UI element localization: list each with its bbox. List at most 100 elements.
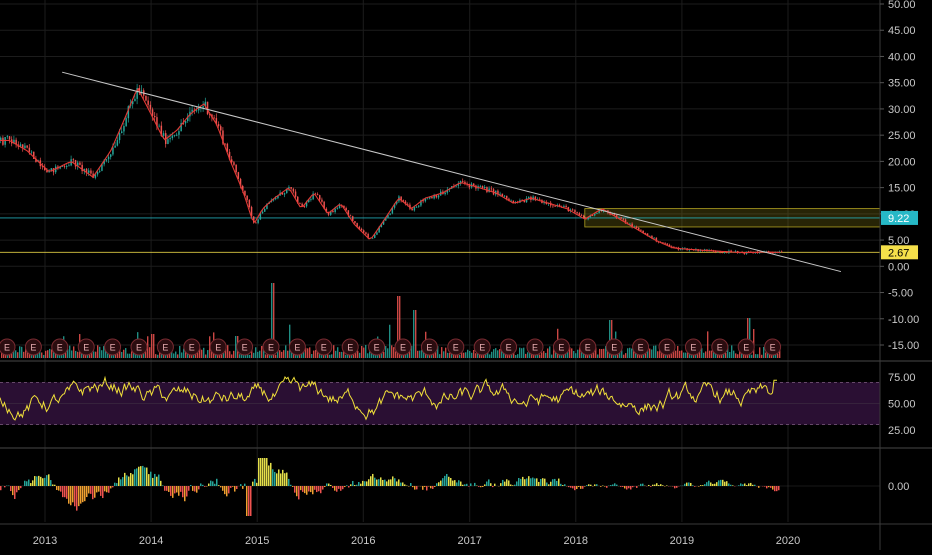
oscillator-bar [474, 483, 476, 486]
oscillator-bar [228, 486, 230, 493]
oscillator-bar [192, 486, 194, 491]
volume-bar [19, 346, 20, 358]
volume-bar [467, 350, 468, 358]
oscillator-bar [62, 486, 64, 497]
volume-bar [391, 345, 392, 358]
volume-bar [257, 352, 258, 358]
oscillator-bar [610, 485, 612, 486]
oscillator-bar [752, 485, 754, 486]
oscillator-bar [290, 485, 292, 486]
oscillator-bar [160, 481, 162, 486]
candle-body [473, 184, 475, 186]
candle-body [321, 200, 323, 202]
oscillator-bar [518, 478, 520, 486]
oscillator-bar [340, 486, 342, 491]
oscillator-bar [434, 486, 436, 487]
oscillator-bar [770, 486, 772, 488]
candle-body [158, 126, 160, 127]
oscillator-bar [304, 486, 306, 493]
volume-bar [651, 349, 652, 358]
volume-bar [629, 348, 630, 358]
candle-body [491, 189, 493, 190]
oscillator-bar [200, 483, 202, 486]
volume-bar [387, 348, 388, 358]
oscillator-bar [372, 474, 374, 486]
volume-bar [623, 355, 624, 358]
earnings-marker-label: E [215, 343, 221, 353]
oscillator-bar [258, 458, 260, 486]
oscillator-bar [74, 486, 76, 506]
oscillator-bar [322, 486, 324, 490]
oscillator-bar [542, 478, 544, 486]
trendline[interactable] [62, 72, 841, 271]
candle-body [145, 96, 147, 101]
time-axis-tick-label: 2015 [245, 535, 269, 547]
oscillator-bar [306, 486, 308, 495]
volume-bar [283, 350, 284, 358]
volume-bar [459, 355, 460, 358]
candle-body [191, 110, 193, 112]
oscillator-bar [652, 485, 654, 486]
oscillator-bar [104, 486, 106, 491]
volume-bar [175, 352, 176, 358]
oscillator-bar [246, 486, 248, 516]
oscillator-bar [68, 486, 70, 504]
oscillator-bar [460, 482, 462, 486]
volume-bar [473, 350, 474, 358]
candle-body [295, 192, 297, 197]
volume-bar [755, 354, 756, 358]
oscillator-bar [356, 485, 358, 486]
volume-bar [307, 348, 308, 358]
oscillator-bar [140, 466, 142, 486]
oscillator-bar [54, 485, 56, 486]
oscillator-bar [272, 469, 274, 486]
oscillator-bar [738, 485, 740, 486]
candle-body [141, 90, 143, 91]
oscillator-bar [174, 486, 176, 493]
oscillator-bar [276, 473, 278, 486]
time-axis-tick-label: 2016 [351, 535, 375, 547]
volume-bar [393, 347, 394, 358]
candle-body [552, 205, 554, 206]
price-axis-tick-label: 30.00 [888, 104, 916, 116]
oscillator-bar [264, 458, 266, 486]
volume-bar [675, 351, 676, 358]
oscillator-bar [506, 479, 508, 486]
oscillator-bar [712, 484, 714, 486]
oscillator-bar [648, 485, 650, 486]
volume-bar [121, 352, 122, 358]
oscillator-bar [540, 479, 542, 486]
oscillator-bar [666, 485, 668, 486]
oscillator-bar [230, 486, 232, 488]
oscillator-bar [328, 484, 330, 486]
earnings-marker-label: E [83, 343, 89, 353]
earnings-marker-label: E [690, 343, 696, 353]
oscillator-bar [600, 486, 602, 487]
oscillator-bar [148, 474, 150, 486]
price-axis-tick-label: 25.00 [888, 130, 916, 142]
oscillator-bar [742, 484, 744, 486]
oscillator-bar [604, 486, 606, 487]
oscillator-bar [282, 470, 284, 486]
oscillator-bar [50, 480, 52, 486]
candle-body [174, 135, 176, 136]
volume-bar [527, 352, 528, 358]
candle-body [293, 189, 295, 192]
candle-body [579, 213, 581, 215]
oscillator-bar [658, 485, 660, 486]
volume-bar [543, 351, 544, 358]
oscillator-bar [626, 486, 628, 489]
candle-body [438, 195, 440, 197]
oscillator-bar [616, 485, 618, 486]
oscillator-bar [120, 479, 122, 486]
candle-body [581, 215, 583, 216]
candle-body [110, 154, 112, 156]
oscillator-bar [378, 479, 380, 486]
oscillator-bar [376, 480, 378, 486]
volume-bar [179, 346, 180, 358]
candle-body [480, 186, 482, 187]
oscillator-bar [16, 486, 18, 492]
oscillator-bar [236, 486, 238, 489]
